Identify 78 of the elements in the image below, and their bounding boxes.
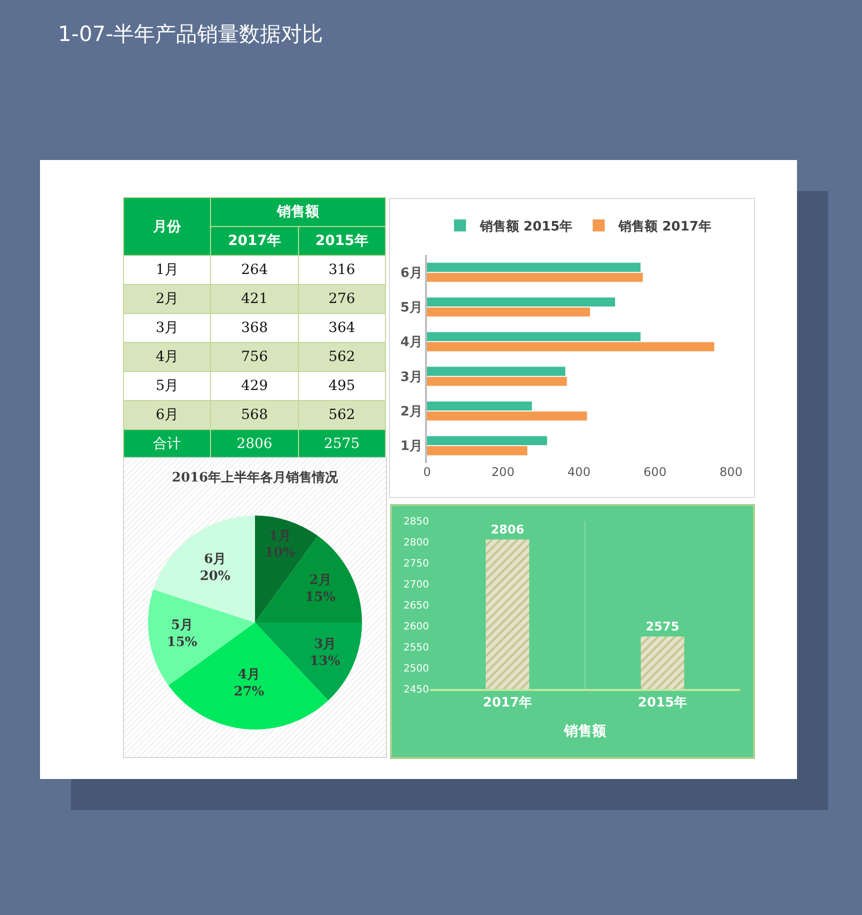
bar xyxy=(427,366,566,376)
y-tick-label: 3月 xyxy=(400,370,422,385)
x-tick-label: 600 xyxy=(644,465,666,479)
x-tick-label: 400 xyxy=(568,465,590,479)
x-tick-label: 0 xyxy=(423,465,431,479)
y-tick-label: 5月 xyxy=(124,372,211,400)
data-label: 15% xyxy=(305,590,336,606)
data-label: 13% xyxy=(310,654,341,669)
y-tick-label: 合计 xyxy=(124,430,211,458)
data-label: 2806 xyxy=(210,430,298,458)
bar xyxy=(427,412,587,421)
legend-label: 销售额 2017年 xyxy=(618,218,712,234)
y-tick-label: 4月 xyxy=(400,335,422,350)
bar xyxy=(427,272,643,282)
data-label: 495 xyxy=(298,372,386,400)
x-tick-label: 200 xyxy=(492,465,514,479)
bar xyxy=(427,342,714,352)
legend-label: 销售额 2015年 xyxy=(479,218,573,234)
slice-label: 4月 xyxy=(238,667,260,682)
data-label: 2806 xyxy=(490,522,524,536)
x-tick-label: 800 xyxy=(720,465,742,479)
data-label: 10% xyxy=(264,546,296,561)
data-label: 2575 xyxy=(646,620,680,634)
y-tick-label: 2月 xyxy=(124,284,211,314)
x-axis-title: 销售额 xyxy=(210,198,386,226)
x-axis-title: 销售额 xyxy=(563,722,607,740)
data-label: 27% xyxy=(234,684,265,700)
data-label: 368 xyxy=(210,314,298,342)
slice-label: 2月 xyxy=(309,573,332,588)
y-tick-label: 2800 xyxy=(404,538,429,548)
data-label: 276 xyxy=(298,284,386,314)
y-tick-label: 3月 xyxy=(124,314,211,342)
y-tick-label: 2月 xyxy=(400,404,422,420)
data-label: 756 xyxy=(210,342,298,372)
x-tick-label: 2015年 xyxy=(298,226,386,256)
data-label: 562 xyxy=(298,400,386,430)
y-tick-label: 2600 xyxy=(404,622,429,632)
data-label: 364 xyxy=(298,314,386,342)
bar xyxy=(427,262,641,272)
data-label: 15% xyxy=(166,634,198,650)
data-label: 568 xyxy=(210,400,298,430)
chart-title: 1-07-半年产品销量数据对比 xyxy=(58,21,324,48)
data-label: 429 xyxy=(210,372,298,400)
slice-label: 5月 xyxy=(170,618,194,634)
bar xyxy=(427,446,528,456)
bar xyxy=(427,297,616,306)
slice-label: 1月 xyxy=(268,528,291,544)
slice-label: 3月 xyxy=(314,636,336,652)
y-tick-label: 1月 xyxy=(124,256,211,284)
y-tick-label: 6月 xyxy=(400,266,422,281)
y-tick-label: 2700 xyxy=(404,580,429,590)
slice-label: 6月 xyxy=(204,552,226,568)
y-tick-label: 2850 xyxy=(404,516,429,528)
y-tick-label: 5月 xyxy=(400,300,422,316)
bar xyxy=(427,308,590,317)
bar xyxy=(427,376,567,386)
y-tick-label: 6月 xyxy=(124,400,211,430)
y-tick-label: 2750 xyxy=(404,558,429,570)
data-label: 562 xyxy=(298,342,386,372)
chart-title: 2016年上半年各月销售情况 xyxy=(172,470,340,486)
y-tick-label: 2550 xyxy=(404,642,429,654)
y-tick-label: 2450 xyxy=(404,684,429,696)
y-tick-label: 2500 xyxy=(404,664,429,674)
y-axis-title: 月份 xyxy=(124,198,211,256)
data-label: 264 xyxy=(210,256,298,284)
bar xyxy=(427,332,641,342)
data-label: 316 xyxy=(298,256,386,284)
y-tick-label: 1月 xyxy=(400,439,422,454)
x-tick-label: 2015年 xyxy=(638,696,688,711)
x-tick-label: 2017年 xyxy=(482,696,532,711)
data-label: 20% xyxy=(200,568,231,584)
bar xyxy=(427,436,548,446)
y-tick-label: 4月 xyxy=(124,342,211,372)
data-label: 421 xyxy=(210,284,298,314)
y-tick-label: 2650 xyxy=(404,600,429,612)
data-label: 2575 xyxy=(298,430,386,458)
bar xyxy=(427,401,532,410)
x-tick-label: 2017年 xyxy=(210,226,298,256)
